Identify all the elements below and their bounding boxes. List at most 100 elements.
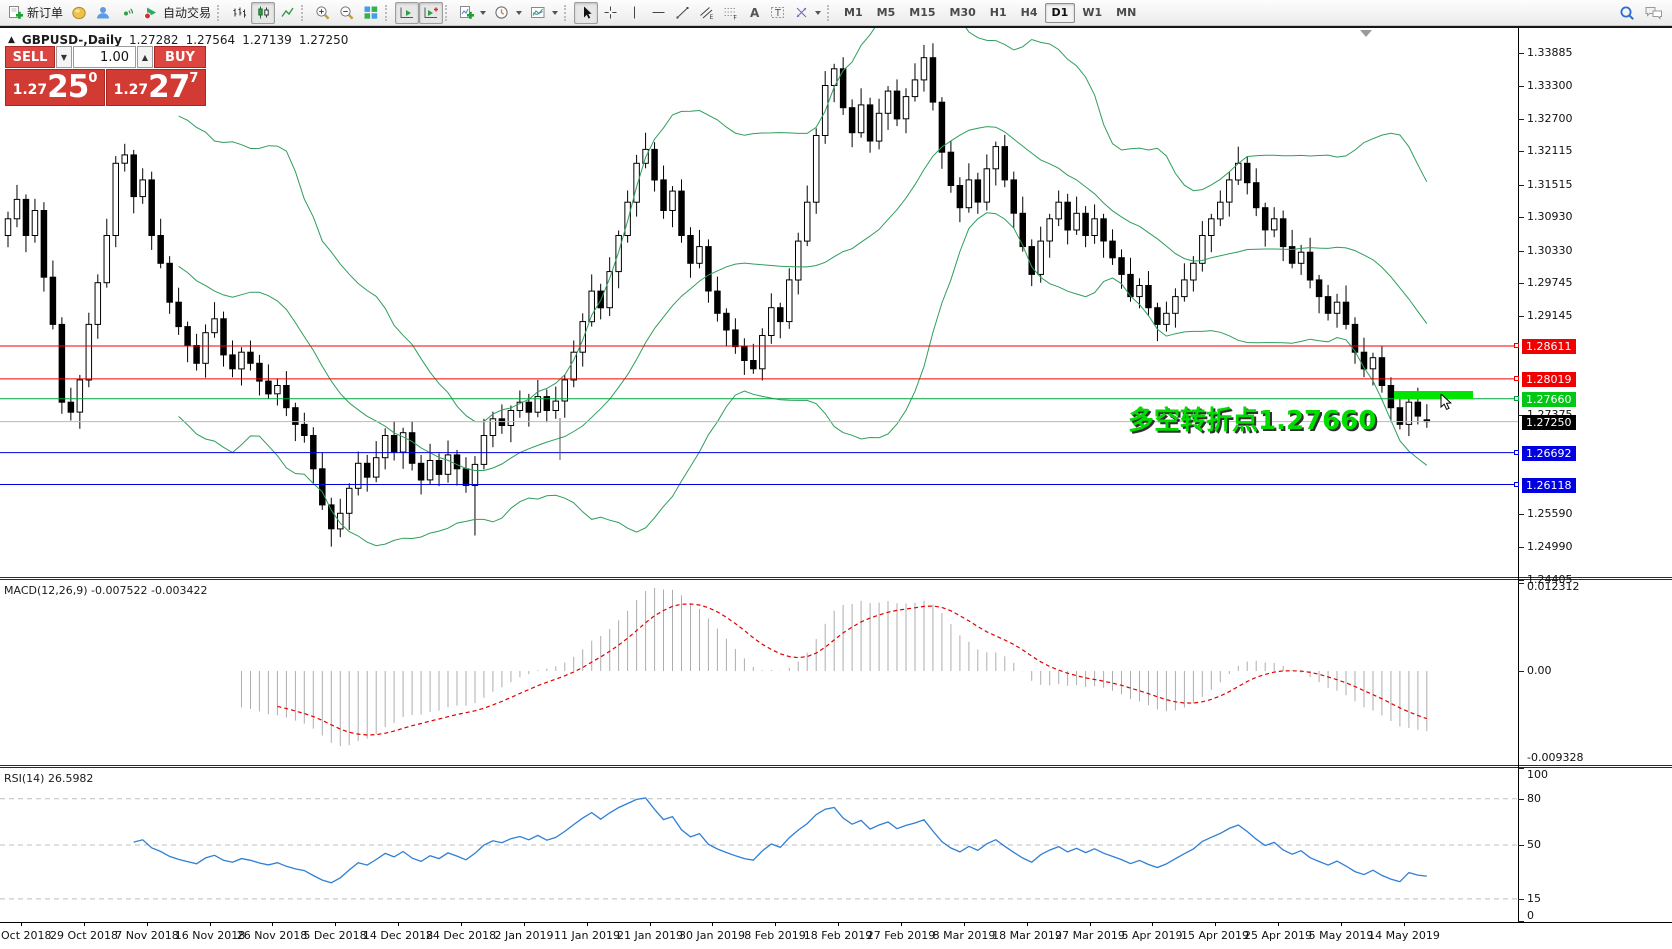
timeframe-button-h1[interactable]: H1 — [989, 6, 1007, 19]
new-order-button[interactable]: 新订单 — [4, 2, 67, 24]
buy-button[interactable]: BUY — [154, 46, 206, 68]
zoom-out-button[interactable] — [335, 2, 359, 24]
templates-dropdown-arrow[interactable] — [552, 10, 559, 15]
candle-body — [660, 179, 667, 211]
timeframe-button-mn[interactable]: MN — [1116, 6, 1137, 19]
candle-body — [1055, 201, 1062, 220]
volume-input[interactable]: 1.00 — [73, 46, 136, 68]
candle-body — [1270, 218, 1278, 231]
candle-body — [1118, 257, 1125, 275]
autotrading-button[interactable]: 自动交易 — [139, 2, 215, 24]
shapes-dropdown-arrow[interactable] — [815, 10, 822, 15]
crosshair-button[interactable] — [598, 2, 622, 24]
candle-body — [615, 235, 622, 273]
ohlc-high: 1.27564 — [185, 33, 236, 47]
price-tick — [1518, 119, 1524, 120]
periods-button[interactable] — [490, 2, 526, 24]
date-tick — [1278, 922, 1279, 926]
tile-windows-button[interactable] — [359, 2, 383, 24]
market-button[interactable] — [67, 2, 91, 24]
trendline-button[interactable] — [670, 2, 694, 24]
channel-button[interactable]: E — [694, 2, 718, 24]
sell-price[interactable]: 1.27 25 0 — [5, 69, 105, 106]
candle-body — [696, 246, 703, 264]
symbol-info-bar: ▲ GBPUSD-,Daily 1.27282 1.27564 1.27139 … — [8, 33, 348, 47]
periods-dropdown-arrow[interactable] — [516, 10, 523, 15]
candle-body — [947, 151, 955, 186]
price-axis-line — [1518, 28, 1519, 922]
volume-decrease-button[interactable]: ▼ — [56, 46, 72, 68]
zoom-in-button[interactable] — [311, 2, 335, 24]
templates-button[interactable] — [526, 2, 562, 24]
price-axis[interactable]: 1.33885 1.33300 1.32700 1.32115 1.31515 1.309… — [1514, 28, 1672, 922]
candle-body — [956, 185, 964, 209]
candle-body — [1360, 351, 1368, 370]
candle-body — [408, 432, 416, 464]
candle-body — [444, 454, 452, 475]
candlestick-icon — [256, 5, 271, 20]
candle-body — [884, 90, 892, 114]
chart-shift-marker[interactable] — [1360, 30, 1372, 37]
candle-body — [1172, 296, 1179, 314]
price-pane[interactable] — [0, 28, 1518, 577]
timeframe-button-w1[interactable]: W1 — [1082, 6, 1103, 19]
search-button[interactable] — [1615, 2, 1640, 24]
timeframe-button-m30[interactable]: M30 — [949, 6, 976, 19]
date-label: 21 Jan 2019 — [617, 929, 683, 942]
pane-separator-macd[interactable] — [0, 577, 1672, 580]
signals-button[interactable] — [115, 2, 139, 24]
candle-body — [786, 279, 793, 323]
candle-body — [193, 345, 200, 364]
indicators-dropdown-arrow[interactable] — [480, 10, 487, 15]
bar-chart-button[interactable] — [227, 2, 251, 24]
timeframe-button-d1[interactable]: D1 — [1044, 2, 1076, 23]
volume-increase-button[interactable]: ▲ — [137, 46, 153, 68]
chart-shift-button[interactable] — [419, 1, 444, 24]
buy-price[interactable]: 1.27 27 7 — [106, 69, 206, 106]
candle-body — [839, 68, 847, 109]
date-tick — [587, 922, 588, 926]
timeframe-button-m15[interactable]: M15 — [909, 6, 936, 19]
buy-price-big: 27 — [148, 69, 190, 105]
sell-button[interactable]: SELL — [5, 46, 55, 68]
text-button[interactable]: A — [742, 2, 766, 24]
price-tick-label: 1.30330 — [1527, 244, 1573, 257]
rsi-tick — [1518, 768, 1524, 769]
timeframe-button-m1[interactable]: M1 — [844, 6, 863, 19]
candle-body — [67, 401, 75, 413]
macd-pane[interactable] — [0, 580, 1518, 765]
chat-button[interactable] — [1640, 2, 1668, 24]
timeframe-button-h4[interactable]: H4 — [1020, 6, 1038, 19]
vertical-line-button[interactable] — [622, 2, 646, 24]
price-tick-label: 1.24990 — [1527, 540, 1573, 553]
candle-body — [525, 401, 533, 413]
mouse-cursor — [1440, 392, 1454, 416]
sell-price-small: 1.27 — [12, 82, 48, 98]
time-axis-line — [0, 922, 1672, 923]
price-level-badge: 1.27660 — [1522, 392, 1576, 407]
candle-body — [1279, 218, 1287, 248]
shapes-button[interactable] — [790, 2, 825, 24]
candle-body — [1046, 218, 1053, 242]
toolbar-handle — [217, 4, 223, 21]
candle-body — [121, 154, 128, 164]
candlestick-button[interactable] — [251, 1, 276, 24]
cursor-button[interactable] — [574, 1, 599, 24]
horizontal-line-button[interactable] — [646, 2, 670, 24]
chart-window[interactable]: 1.33885 1.33300 1.32700 1.32115 1.31515 1.309… — [0, 26, 1672, 949]
community-button[interactable] — [91, 2, 115, 24]
price-tick-label: 1.32700 — [1527, 112, 1573, 125]
pane-separator-rsi[interactable] — [0, 765, 1672, 768]
candle-body — [983, 168, 991, 203]
indicators-button[interactable] — [455, 2, 490, 24]
collapse-icon[interactable]: ▲ — [8, 35, 15, 45]
auto-scroll-button[interactable] — [395, 1, 420, 24]
timeframe-group: M1 M5 M15 M30 H1 H4 D1 W1 MN — [837, 0, 1143, 26]
timeframe-button-m5[interactable]: M5 — [876, 6, 896, 19]
text-label-button[interactable]: T — [766, 2, 790, 24]
line-chart-button[interactable] — [275, 2, 299, 24]
candle-body — [435, 460, 443, 475]
fibonacci-button[interactable]: F — [718, 2, 742, 24]
rsi-pane[interactable] — [0, 768, 1518, 922]
svg-text:E: E — [709, 14, 713, 20]
